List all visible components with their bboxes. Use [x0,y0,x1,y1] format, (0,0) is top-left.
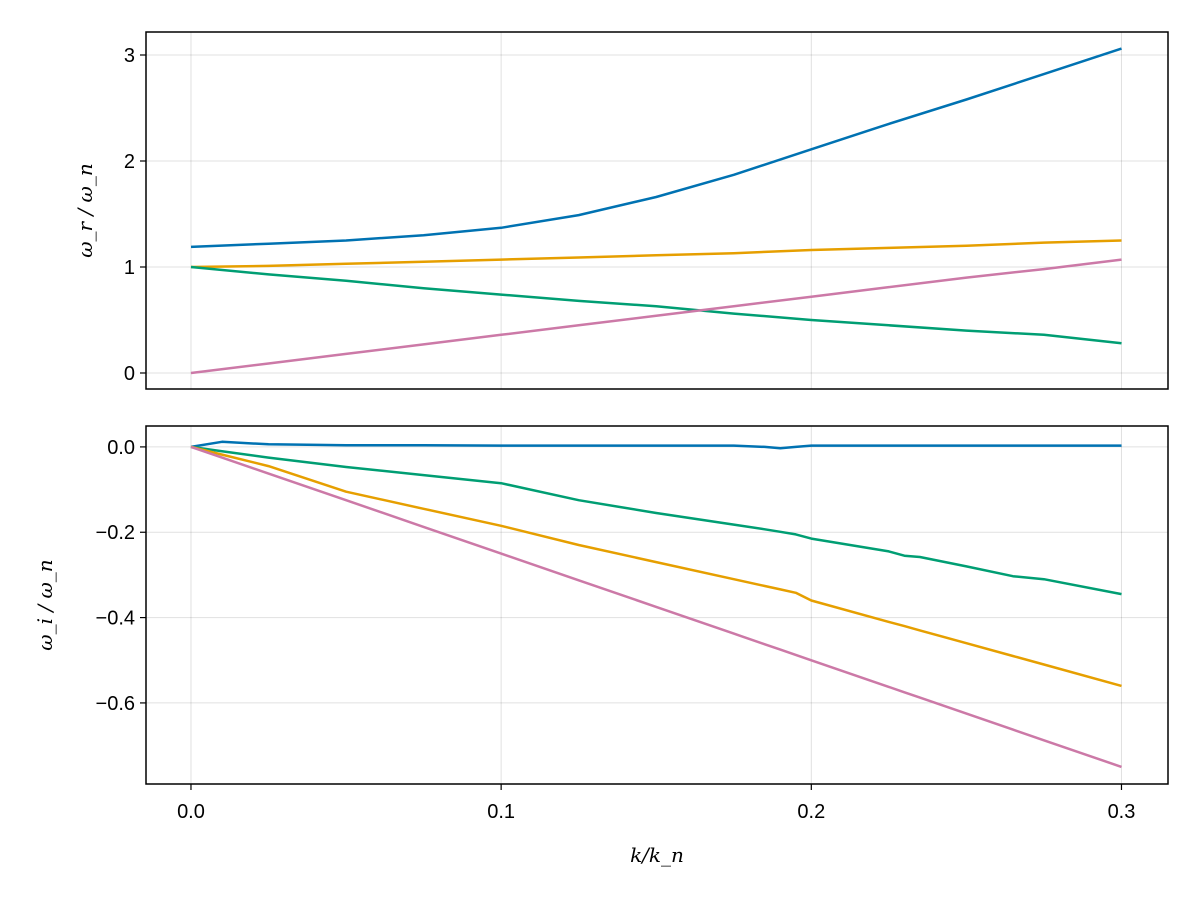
x-tick-label: 0.1 [487,801,515,823]
panel-real: 0 1 2 3 ω_r / ω_n [73,31,1169,390]
x-axis-label: k/k_n [630,843,684,867]
x-tick-label: 0.0 [177,801,205,823]
series-line-1 [190,47,1122,249]
panel-imag: 0.0 −0.2 −0.4 −0.6 0.0 0.1 0.2 0.3 k/k_n ω_i / ω_… [33,425,1169,867]
y-tick-label: −0.4 [96,608,135,630]
series-line-3 [190,265,1122,345]
y-tick-label: −0.2 [96,522,135,544]
series-line-2 [190,445,1122,596]
axes-frame [145,425,1169,785]
series-line-3 [190,445,1122,688]
series-line-4 [190,445,1122,769]
y-tick-label: −0.6 [96,693,135,715]
series-line-1 [190,440,1122,450]
x-tick-label: 0.3 [1108,801,1136,823]
x-tick-label: 0.2 [797,801,825,823]
y-axis-label: ω_i / ω_n [33,559,57,650]
y-tick-label: 0.0 [107,437,135,459]
y-tick-label: 0 [124,363,135,385]
y-tick-label: 2 [124,151,135,173]
series-line-4 [190,258,1122,375]
y-tick-label: 1 [124,257,135,279]
axes-frame [145,31,1169,390]
y-tick-label: 3 [124,45,135,67]
y-axis-label: ω_r / ω_n [73,163,97,258]
series-line-2 [190,239,1122,269]
